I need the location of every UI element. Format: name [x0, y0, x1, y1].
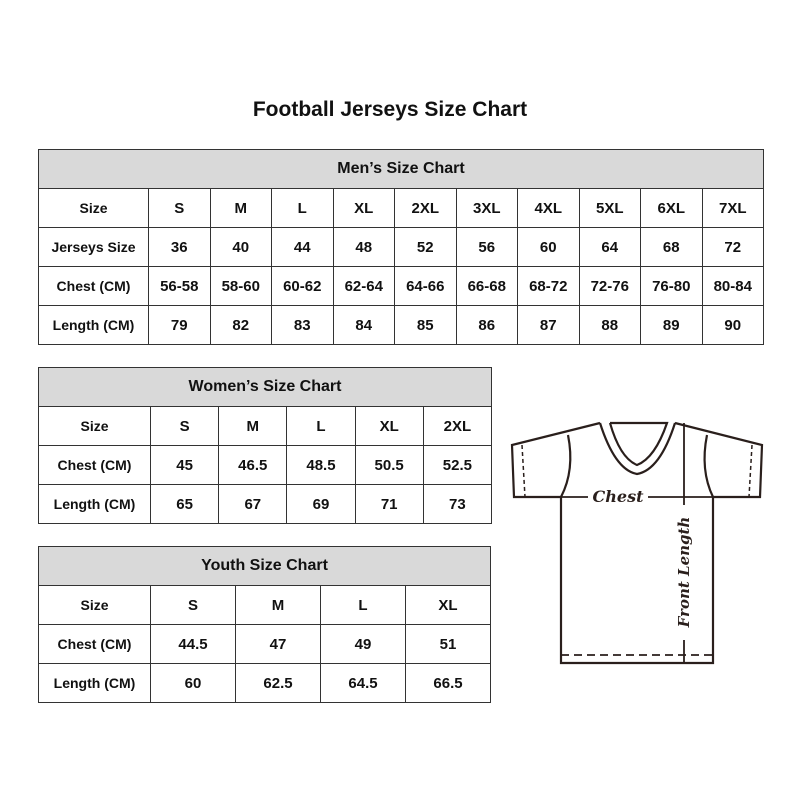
- table-row: Length (CM) 65 67 69 71 73: [38, 484, 493, 524]
- table-row: Jerseys Size 36 40 44 48 52 56 60 64 68 72: [38, 227, 764, 267]
- table-cell: 40: [209, 227, 272, 267]
- youth-size-table: Youth Size Chart Size S M L XL Chest (CM) 44.5 4…: [38, 546, 491, 703]
- table-cell: M: [235, 585, 321, 625]
- table-cell: 60-62: [271, 266, 334, 306]
- page-title: Football Jerseys Size Chart: [252, 98, 528, 121]
- table-cell: 66-68: [455, 266, 518, 306]
- table-cell: 73: [422, 484, 493, 524]
- table-cell: 85: [394, 305, 457, 345]
- table-row: Chest (CM) 44.5 47 49 51: [38, 624, 491, 664]
- table-cell: L: [271, 188, 334, 228]
- table-title: Men’s Size Chart: [38, 149, 764, 189]
- womens-size-table: Women’s Size Chart Size S M L XL 2XL Chest (CM)…: [38, 367, 493, 524]
- table-cell: 5XL: [578, 188, 641, 228]
- table-cell: 72-76: [578, 266, 641, 306]
- table-cell: 7XL: [701, 188, 764, 228]
- table-cell: 56-58: [148, 266, 211, 306]
- table-row: Size S M L XL 2XL 3XL 4XL 5XL 6XL 7XL: [38, 188, 764, 228]
- table-cell: L: [286, 406, 356, 446]
- table-cell: 48.5: [286, 445, 356, 485]
- table-row: Length (CM) 60 62.5 64.5 66.5: [38, 663, 491, 703]
- row-label: Size: [38, 585, 151, 625]
- row-label: Length (CM): [38, 305, 149, 345]
- table-cell: 48: [332, 227, 395, 267]
- table-cell: 47: [235, 624, 321, 664]
- table-cell: 51: [405, 624, 491, 664]
- table-cell: 76-80: [640, 266, 703, 306]
- mens-size-table: Men’s Size Chart Size S M L XL 2XL 3XL 4XL 5XL 6XL…: [38, 149, 764, 345]
- row-label: Length (CM): [38, 484, 151, 524]
- row-label: Chest (CM): [38, 624, 151, 664]
- table-cell: XL: [332, 188, 395, 228]
- table-cell: 45: [149, 445, 220, 485]
- table-cell: 36: [148, 227, 211, 267]
- row-label: Size: [38, 406, 151, 446]
- table-cell: 60: [150, 663, 236, 703]
- table-cell: 52.5: [422, 445, 493, 485]
- table-cell: 68: [640, 227, 703, 267]
- table-row: Size S M L XL: [38, 585, 491, 625]
- table-cell: 50.5: [354, 445, 424, 485]
- table-cell: 79: [148, 305, 211, 345]
- row-label: Chest (CM): [38, 445, 151, 485]
- table-cell: 2XL: [422, 406, 493, 446]
- table-cell: 64.5: [320, 663, 406, 703]
- table-row: Length (CM) 79 82 83 84 85 86 87 88 89 90: [38, 305, 764, 345]
- table-cell: 80-84: [701, 266, 764, 306]
- row-label: Size: [38, 188, 149, 228]
- chest-label: Chest: [593, 487, 645, 506]
- table-row: Size S M L XL 2XL: [38, 406, 493, 446]
- table-cell: 49: [320, 624, 406, 664]
- table-cell: 86: [455, 305, 518, 345]
- table-title: Youth Size Chart: [38, 546, 491, 586]
- table-cell: 82: [209, 305, 272, 345]
- table-cell: 71: [354, 484, 424, 524]
- table-cell: 44: [271, 227, 334, 267]
- table-cell: S: [150, 585, 236, 625]
- table-title: Women’s Size Chart: [38, 367, 492, 407]
- table-cell: 87: [517, 305, 580, 345]
- table-cell: 62.5: [235, 663, 321, 703]
- table-cell: S: [149, 406, 220, 446]
- table-cell: 6XL: [640, 188, 703, 228]
- table-cell: 66.5: [405, 663, 491, 703]
- front-length-label: Front Length: [675, 517, 693, 629]
- table-cell: 84: [332, 305, 395, 345]
- table-cell: 69: [286, 484, 356, 524]
- table-cell: 60: [517, 227, 580, 267]
- table-cell: 62-64: [332, 266, 395, 306]
- table-cell: 90: [701, 305, 764, 345]
- table-cell: L: [320, 585, 406, 625]
- table-row: Chest (CM) 45 46.5 48.5 50.5 52.5: [38, 445, 493, 485]
- table-cell: 88: [578, 305, 641, 345]
- table-cell: 67: [218, 484, 288, 524]
- table-cell: XL: [354, 406, 424, 446]
- table-cell: 44.5: [150, 624, 236, 664]
- row-label: Jerseys Size: [38, 227, 149, 267]
- table-cell: M: [218, 406, 288, 446]
- table-cell: 68-72: [517, 266, 580, 306]
- table-cell: 65: [149, 484, 220, 524]
